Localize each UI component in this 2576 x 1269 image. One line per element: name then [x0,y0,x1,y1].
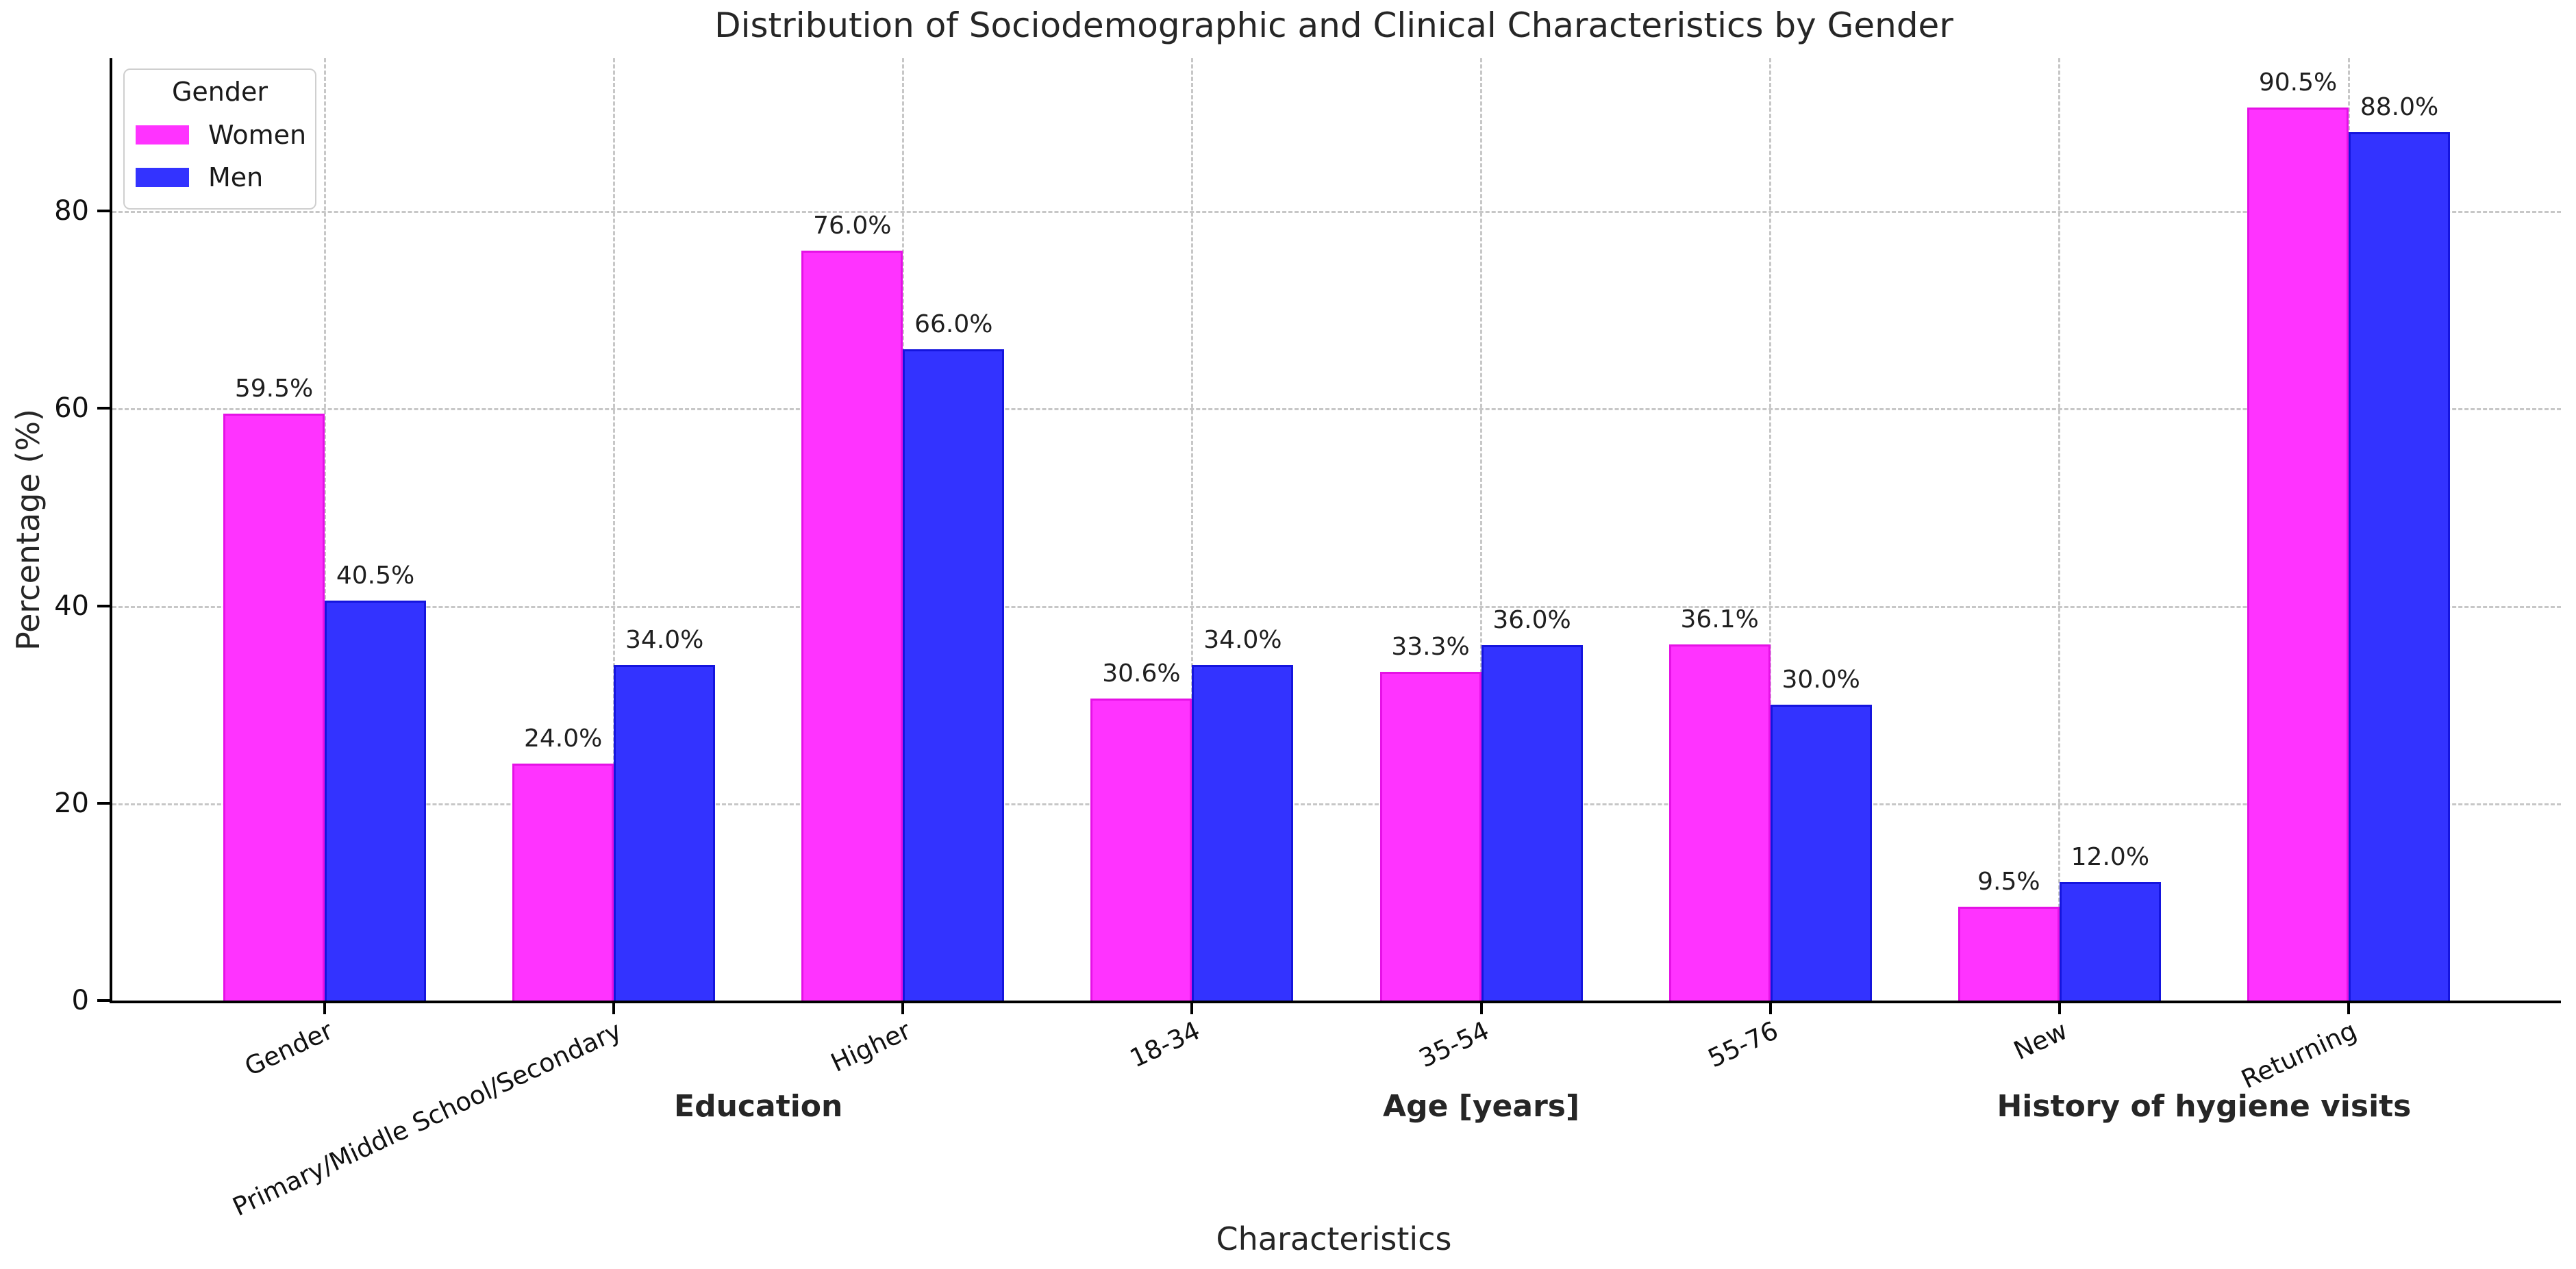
x-tick-mark-2 [901,1003,905,1014]
v-gridline-6 [2058,58,2061,1001]
bar-value-women-1: 24.0% [523,725,603,753]
men-color-swatch [136,168,189,187]
legend-item-men: Men [125,156,315,199]
y-tick-label-0: 0 [71,985,89,1016]
y-tick-mark-80 [97,210,110,213]
bar-value-men-4: 36.0% [1492,606,1571,635]
y-tick-label-80: 80 [54,195,89,227]
legend-label-women: Women [208,120,307,150]
bar-men-5 [1770,704,1872,1001]
x-tick-mark-7 [2347,1003,2350,1014]
x-tick-mark-3 [1190,1003,1194,1014]
bar-value-men-5: 30.0% [1781,665,1860,694]
x-tick-label-6: New [2009,1016,2073,1066]
group-label-1: Age [years] [1383,1089,1580,1124]
bar-value-women-4: 33.3% [1391,633,1470,662]
x-tick-label-4: 35-54 [1414,1016,1494,1074]
plot-area: 0 20 40 60 80 Gender Primary/Middle School/Sec… [54,58,2561,1222]
bar-women-6 [1958,907,2060,1001]
bar-value-men-6: 12.0% [2071,843,2150,872]
bar-value-men-7: 88.0% [2360,93,2439,122]
y-tick-label-40: 40 [54,590,89,622]
bar-women-7 [2247,108,2349,1001]
legend-label-men: Men [208,162,264,192]
y-axis-label-text: Percentage (%) [10,408,47,651]
y-tick-label-60: 60 [54,392,89,425]
h-gridline-80 [112,211,2561,214]
bar-value-men-2: 66.0% [914,310,993,339]
bar-women-3 [1090,699,1192,1001]
x-axis-label: Characteristics [1216,1220,1452,1257]
bar-value-men-1: 34.0% [625,626,704,655]
y-tick-mark-40 [97,604,110,607]
v-gridline-4 [1480,58,1483,1001]
bar-women-5 [1668,644,1771,1001]
bar-men-7 [2349,132,2450,1001]
bar-value-women-3: 30.6% [1102,659,1181,688]
chart-title: Distribution of Sociodemographic and Cli… [714,5,1953,45]
bar-men-4 [1481,645,1583,1001]
x-tick-mark-4 [1479,1003,1483,1014]
x-tick-label-5: 55-76 [1703,1016,1783,1074]
y-axis-label: Percentage (%) [10,58,47,1001]
bar-value-women-7: 90.5% [2258,68,2338,97]
bar-value-women-5: 36.1% [1680,605,1759,633]
bar-value-women-2: 76.0% [813,211,892,240]
bar-women-1 [512,764,614,1001]
bar-value-women-6: 9.5% [1977,868,2040,896]
bar-men-6 [2059,882,2161,1001]
h-gridline-20 [112,803,2561,805]
x-tick-label-0: Gender [240,1016,338,1082]
x-tick-mark-5 [1768,1003,1772,1014]
legend-title: Gender [171,77,268,107]
bar-men-1 [614,665,716,1001]
group-label-2: History of hygiene visits [1997,1089,2412,1124]
h-gridline-60 [112,408,2561,411]
x-tick-label-2: Higher [826,1016,916,1078]
bar-women-0 [223,413,325,1001]
women-color-swatch [136,125,189,145]
v-gridline-5 [1769,58,1772,1001]
group-label-0: Education [674,1089,843,1124]
legend: Gender Women Men [123,68,316,210]
bar-value-women-0: 59.5% [234,374,314,403]
y-tick-mark-20 [97,801,110,805]
v-gridline-1 [612,58,615,1001]
bar-men-3 [1192,665,1294,1001]
y-tick-label-20: 20 [54,787,89,819]
v-gridline-0 [323,58,326,1001]
y-tick-mark-60 [97,407,110,410]
legend-item-women: Women [125,114,315,156]
bar-women-4 [1379,672,1481,1001]
y-tick-mark-0 [97,999,110,1002]
bar-women-2 [801,250,903,1001]
h-gridline-40 [112,605,2561,608]
v-gridline-3 [1190,58,1193,1001]
x-tick-mark-0 [323,1003,326,1014]
x-tick-label-7: Returning [2236,1016,2362,1095]
x-tick-label-3: 18-34 [1125,1016,1205,1074]
bar-men-0 [325,601,426,1001]
x-tick-mark-1 [612,1003,616,1014]
x-tick-mark-6 [2058,1003,2061,1014]
bar-value-men-3: 34.0% [1203,626,1282,655]
bar-men-2 [903,349,1005,1001]
bar-value-men-0: 40.5% [336,562,415,590]
